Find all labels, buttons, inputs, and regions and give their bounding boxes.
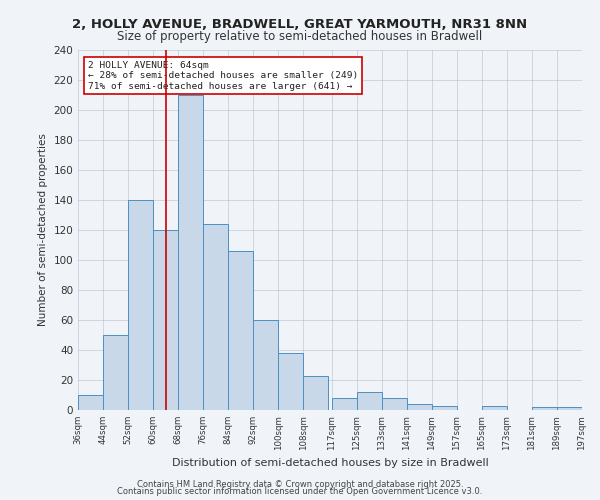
Y-axis label: Number of semi-detached properties: Number of semi-detached properties [38,134,48,326]
Bar [332,398,356,410]
Text: 2, HOLLY AVENUE, BRADWELL, GREAT YARMOUTH, NR31 8NN: 2, HOLLY AVENUE, BRADWELL, GREAT YARMOUT… [73,18,527,30]
Bar [304,376,328,410]
Bar [482,406,507,410]
X-axis label: Distribution of semi-detached houses by size in Bradwell: Distribution of semi-detached houses by … [172,458,488,468]
Text: Contains HM Land Registry data © Crown copyright and database right 2025.: Contains HM Land Registry data © Crown c… [137,480,463,489]
Bar [128,200,153,410]
Bar [278,353,304,410]
Bar [153,230,178,410]
Bar [253,320,278,410]
Bar [557,407,582,410]
Bar [432,406,457,410]
Bar [532,407,557,410]
Text: 2 HOLLY AVENUE: 64sqm
← 28% of semi-detached houses are smaller (249)
71% of sem: 2 HOLLY AVENUE: 64sqm ← 28% of semi-deta… [88,61,358,90]
Bar [103,335,128,410]
Bar [203,224,228,410]
Bar [356,392,382,410]
Bar [178,95,203,410]
Bar [228,251,253,410]
Text: Size of property relative to semi-detached houses in Bradwell: Size of property relative to semi-detach… [118,30,482,43]
Bar [407,404,432,410]
Bar [78,395,103,410]
Bar [382,398,407,410]
Text: Contains public sector information licensed under the Open Government Licence v3: Contains public sector information licen… [118,487,482,496]
